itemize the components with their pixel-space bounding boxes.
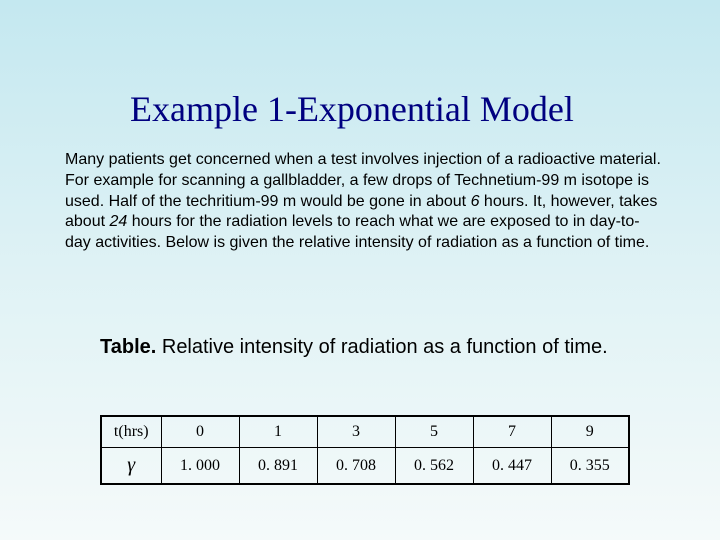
table-row: γ 1. 000 0. 891 0. 708 0. 562 0. 447 0. …: [101, 448, 629, 485]
body-seg3: hours for the radiation levels to reach …: [65, 213, 649, 251]
body-italic-24: 24: [109, 213, 127, 230]
table-cell: 1: [239, 416, 317, 448]
gamma-symbol: γ: [127, 454, 135, 476]
table-cell: 0. 708: [317, 448, 395, 485]
row-header-time: t(hrs): [101, 416, 161, 448]
table-cell: 1. 000: [161, 448, 239, 485]
table-cell: 9: [551, 416, 629, 448]
table-cell: 0. 562: [395, 448, 473, 485]
page-title: Example 1-Exponential Model: [130, 88, 574, 130]
table-cell: 5: [395, 416, 473, 448]
table-cell: 0. 891: [239, 448, 317, 485]
table-cell: 0: [161, 416, 239, 448]
table-caption: Table. Relative intensity of radiation a…: [100, 335, 620, 360]
table-caption-bold: Table.: [100, 336, 156, 358]
table-caption-rest: Relative intensity of radiation as a fun…: [156, 336, 607, 358]
table-row: t(hrs) 0 1 3 5 7 9: [101, 416, 629, 448]
row-header-gamma: γ: [101, 448, 161, 485]
table-cell: 7: [473, 416, 551, 448]
table-cell: 0. 447: [473, 448, 551, 485]
data-table: t(hrs) 0 1 3 5 7 9 γ 1. 000 0. 891 0. 70…: [100, 415, 630, 485]
table-cell: 3: [317, 416, 395, 448]
body-paragraph: Many patients get concerned when a test …: [65, 150, 665, 254]
table-cell: 0. 355: [551, 448, 629, 485]
